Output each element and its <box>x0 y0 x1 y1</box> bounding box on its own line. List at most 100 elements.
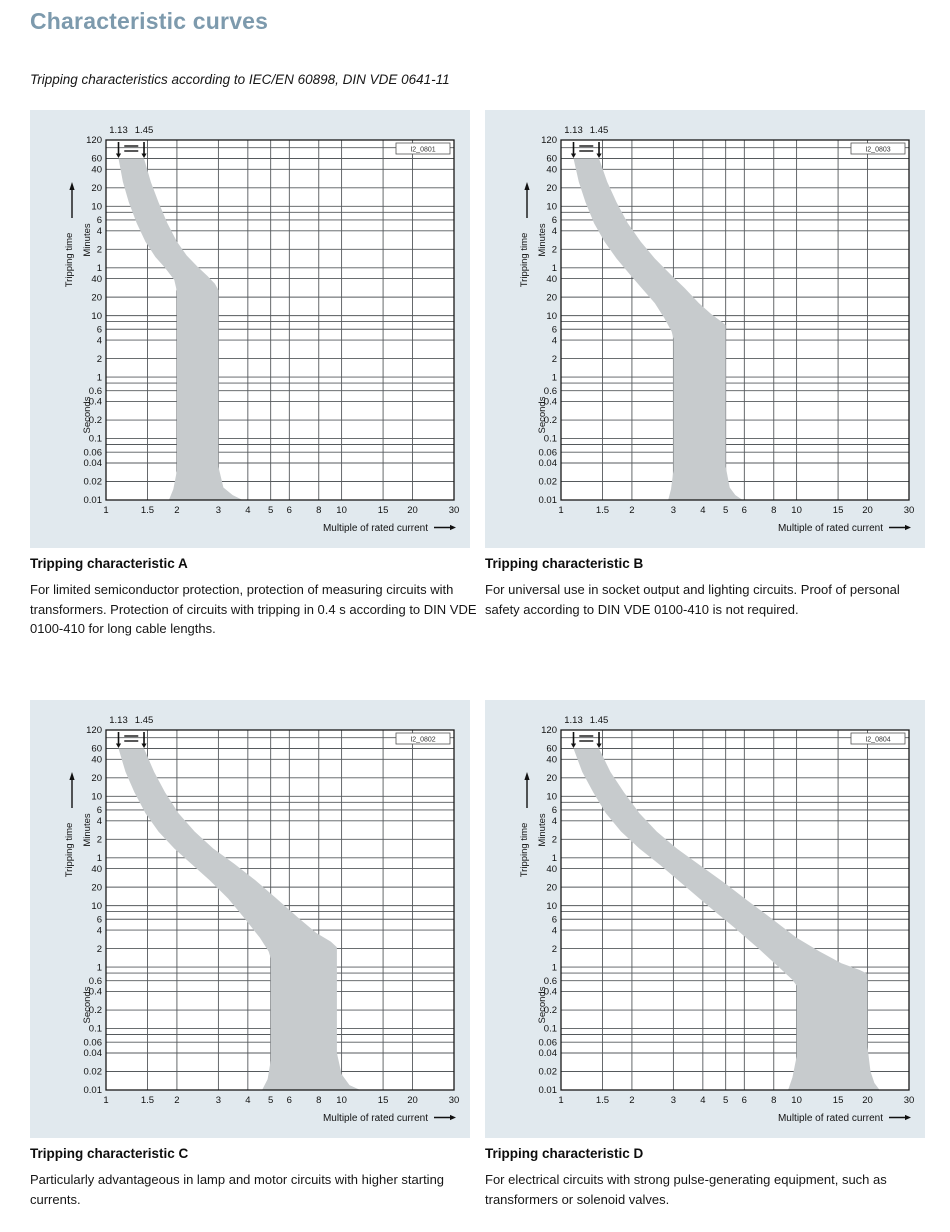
caption-tripping-characteristic-b: Tripping characteristic B For universal … <box>485 556 937 619</box>
top-marker-label: 1.45 <box>135 715 154 726</box>
plot-border <box>105 139 455 501</box>
y-tick-label-seconds: 0.2 <box>89 1005 102 1016</box>
caption-tripping-characteristic-a: Tripping characteristic A For limited se… <box>30 556 482 639</box>
y-units-minutes-label: Minutes <box>537 813 548 847</box>
y-tick-label-minutes: 1 <box>552 263 557 274</box>
x-tick-label: 10 <box>791 1095 802 1106</box>
x-tick-label: 20 <box>407 505 418 516</box>
chart-tripping-characteristic-c: 1.13 1.45 I2_0802 120 60 40 20 10 6 4 2 1 40 20 10 6 4 2 1… <box>30 700 470 1138</box>
top-marker-arrowhead <box>570 743 577 749</box>
tripping-curve-chart-d: 1.13 1.45I2_08041206040201064214020106421… <box>519 715 914 1124</box>
y-tick-label-seconds: 0.6 <box>89 386 102 397</box>
top-marker-label: 1.45 <box>590 125 609 136</box>
top-marker-label: 1.13 <box>564 715 583 726</box>
y-axis-arrow-icon <box>69 772 75 780</box>
y-tick-label-minutes: 1 <box>97 263 102 274</box>
x-axis-arrow-icon <box>450 524 456 531</box>
y-tick-label-seconds: 0.06 <box>84 447 103 458</box>
y-units-minutes-label: Minutes <box>537 223 548 257</box>
page-title: Characteristic curves <box>30 8 269 34</box>
top-marker-arrowhead <box>115 153 122 159</box>
x-tick-label: 8 <box>316 505 321 516</box>
x-axis-label: Multiple of rated current <box>778 523 883 534</box>
y-tick-label-minutes: 60 <box>546 154 557 165</box>
y-tick-label-seconds: 0.6 <box>544 386 557 397</box>
y-tick-label-seconds: 20 <box>91 882 102 893</box>
y-tick-label-seconds: 0.2 <box>544 1005 557 1016</box>
y-tick-label-seconds: 0.6 <box>89 976 102 987</box>
y-tick-label-seconds: 0.04 <box>84 1048 103 1059</box>
tripping-band <box>118 748 361 1090</box>
x-tick-label: 1.5 <box>596 505 609 516</box>
y-tick-label-minutes: 40 <box>546 755 557 766</box>
y-tick-label-minutes: 40 <box>546 165 557 176</box>
caption-title-d: Tripping characteristic D <box>485 1146 644 1161</box>
x-tick-label: 5 <box>723 1095 728 1106</box>
top-marker-label: 1.45 <box>135 125 154 136</box>
y-tick-label-seconds: 0.4 <box>544 987 557 998</box>
y-tick-label-seconds: 0.1 <box>544 434 557 445</box>
y-tick-label-minutes: 1 <box>97 853 102 864</box>
top-marker-arrowhead <box>570 153 577 159</box>
plot-area <box>106 140 454 500</box>
y-axis-arrow-icon <box>524 182 530 190</box>
y-tick-label-seconds: 0.01 <box>539 1085 558 1096</box>
tripping-curve-chart-c: 1.13 1.45I2_08021206040201064214020106421… <box>64 715 459 1124</box>
x-axis-arrow-icon <box>905 1114 911 1121</box>
x-tick-label: 4 <box>700 505 705 516</box>
y-tick-label-seconds: 0.4 <box>89 987 102 998</box>
page-subtitle: Tripping characteristics according to IE… <box>30 72 450 87</box>
x-axis-label: Multiple of rated current <box>323 1113 428 1124</box>
caption-title-c: Tripping characteristic C <box>30 1146 189 1161</box>
caption-body-b: For universal use in socket output and l… <box>485 582 900 617</box>
figure-id-label: I2_0802 <box>410 737 435 744</box>
y-tick-label-seconds: 0.02 <box>84 1067 103 1078</box>
y-tick-label-seconds: 1 <box>552 372 557 383</box>
y-tick-label-minutes: 1 <box>552 853 557 864</box>
y-tick-label-minutes: 2 <box>552 244 557 255</box>
x-tick-label: 2 <box>629 1095 634 1106</box>
y-tick-label-seconds: 0.01 <box>539 495 558 506</box>
y-tick-label-seconds: 0.06 <box>539 447 558 458</box>
y-axis-label: Tripping time <box>64 823 75 878</box>
y-tick-label-seconds: 0.04 <box>84 458 103 469</box>
y-tick-label-minutes: 60 <box>91 154 102 165</box>
top-marker-arrowhead <box>141 153 147 159</box>
top-marker-label: 1.45 <box>590 715 609 726</box>
y-tick-label-seconds: 20 <box>91 292 102 303</box>
y-tick-label-seconds: 40 <box>91 864 102 875</box>
figure-id-box <box>395 142 451 155</box>
y-tick-label-minutes: 6 <box>552 805 557 816</box>
x-tick-label: 30 <box>449 505 460 516</box>
plot-border <box>560 139 910 501</box>
x-tick-label: 1.5 <box>141 505 154 516</box>
y-tick-label-seconds: 0.04 <box>539 1048 558 1059</box>
y-tick-label-minutes: 6 <box>97 215 102 226</box>
figure-id-box <box>850 142 906 155</box>
x-tick-label: 4 <box>700 1095 705 1106</box>
top-marker-label: 1.13 <box>564 125 583 136</box>
y-tick-label-seconds: 40 <box>546 864 557 875</box>
y-tick-label-minutes: 10 <box>91 202 102 213</box>
y-tick-label-seconds: 0.2 <box>544 415 557 426</box>
plot-area <box>561 140 909 500</box>
caption-tripping-characteristic-c: Tripping characteristic C Particularly a… <box>30 1146 482 1209</box>
y-tick-label-minutes: 2 <box>97 244 102 255</box>
y-axis-label: Tripping time <box>519 823 530 878</box>
y-axis-arrow-icon <box>524 772 530 780</box>
x-tick-label: 1 <box>558 505 563 516</box>
y-tick-label-minutes: 120 <box>86 725 102 736</box>
caption-tripping-characteristic-d: Tripping characteristic D For electrical… <box>485 1146 937 1209</box>
caption-body-c: Particularly advantageous in lamp and mo… <box>30 1172 445 1207</box>
x-tick-label: 15 <box>378 1095 389 1106</box>
caption-title-a: Tripping characteristic A <box>30 556 188 571</box>
x-tick-label: 2 <box>629 505 634 516</box>
y-tick-label-seconds: 0.6 <box>544 976 557 987</box>
x-tick-label: 20 <box>862 505 873 516</box>
x-tick-label: 6 <box>742 1095 747 1106</box>
x-tick-label: 8 <box>771 1095 776 1106</box>
y-tick-label-seconds: 10 <box>91 901 102 912</box>
x-tick-label: 3 <box>216 1095 221 1106</box>
y-axis-arrow-icon <box>69 182 75 190</box>
y-tick-label-seconds: 2 <box>97 354 102 365</box>
